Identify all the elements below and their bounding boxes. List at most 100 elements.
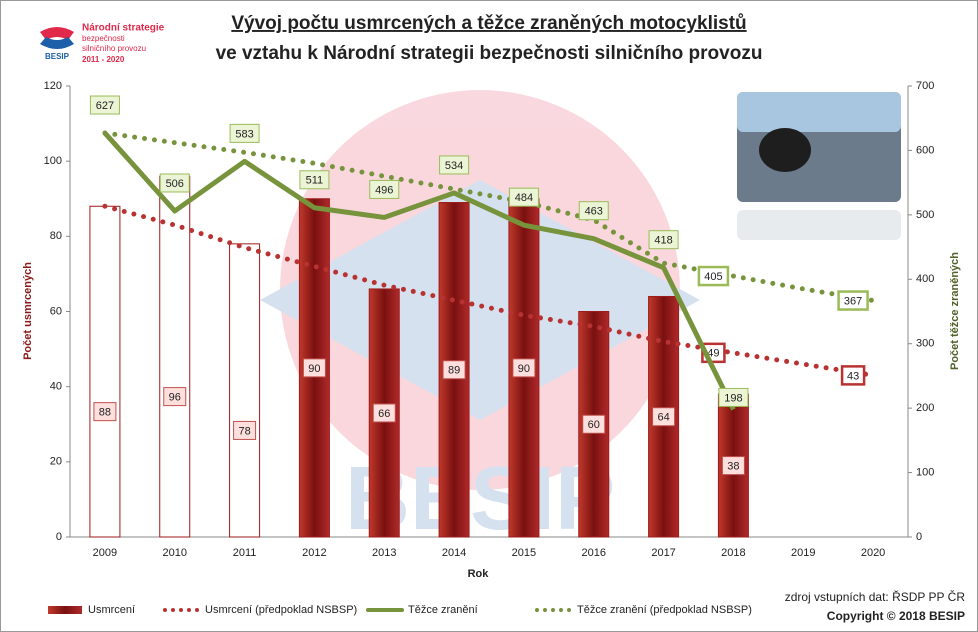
y2-tick-label: 400 <box>916 273 934 285</box>
data-label: 89 <box>448 365 460 377</box>
data-label: 60 <box>588 419 600 431</box>
data-label-box <box>697 265 730 287</box>
x-tick-label: 2018 <box>721 547 745 559</box>
y-axis-title: Počet usmrcených <box>22 262 34 360</box>
y-tick-label: 120 <box>44 80 62 92</box>
chart-title: Vývoj počtu usmrcených a těžce zraněných… <box>231 13 746 34</box>
data-label: 90 <box>518 363 530 375</box>
data-label-box <box>718 387 749 407</box>
data-label-box <box>840 365 866 386</box>
legend-label: Těžce zranění <box>408 604 478 616</box>
data-label-box <box>159 173 190 193</box>
bar <box>89 205 121 538</box>
legend-label: Usmrcení <box>88 604 135 616</box>
data-label: 78 <box>238 425 250 437</box>
data-label-box <box>508 187 539 207</box>
y2-tick-label: 500 <box>916 209 934 221</box>
line <box>103 131 736 411</box>
data-label: 43 <box>847 370 859 382</box>
copyright: Copyright © 2018 BESIP <box>827 609 965 623</box>
y-tick-label: 100 <box>44 155 62 167</box>
data-label-box <box>299 170 330 190</box>
data-label: 88 <box>99 407 111 419</box>
x-tick-label: 2015 <box>512 547 536 559</box>
data-label: 198 <box>724 392 742 404</box>
y-tick-label: 0 <box>56 531 62 543</box>
y2-tick-label: 700 <box>916 80 934 92</box>
data-label: 405 <box>704 271 722 283</box>
x-tick-label: 2014 <box>442 547 466 559</box>
x-tick-label: 2011 <box>233 547 257 559</box>
data-label: 511 <box>306 175 324 187</box>
x-tick-label: 2010 <box>163 547 187 559</box>
data-label-box <box>837 290 869 311</box>
data-label-box <box>721 456 745 476</box>
data-label: 96 <box>169 392 181 404</box>
bar <box>159 175 191 538</box>
data-label: 484 <box>515 192 533 204</box>
y-tick-label: 60 <box>50 305 62 317</box>
logo: Národní strategie bezpečnosti silničního… <box>40 23 165 64</box>
data-label-box <box>369 179 400 199</box>
data-label: 583 <box>235 128 253 140</box>
x-axis-title: Rok <box>468 568 490 580</box>
data-label: 38 <box>727 460 739 472</box>
data-label-box <box>582 414 606 434</box>
logo-text: 2011 - 2020 <box>82 55 125 64</box>
data-label: 418 <box>654 235 672 247</box>
data-label: 66 <box>378 408 390 420</box>
logo-text: silničního provozu <box>82 44 146 53</box>
y2-tick-label: 200 <box>916 402 934 414</box>
photo <box>737 92 901 240</box>
data-label: 496 <box>375 184 393 196</box>
y-tick-label: 40 <box>50 381 62 393</box>
logo-text: Národní strategie <box>82 23 165 34</box>
data-label-box <box>229 123 260 143</box>
x-tick-label: 2013 <box>372 547 396 559</box>
data-label: 64 <box>657 412 669 424</box>
data-label-box <box>648 230 679 250</box>
y2-tick-label: 100 <box>916 466 934 478</box>
dotted-line <box>102 130 876 304</box>
legend-swatch <box>48 606 82 614</box>
x-tick-label: 2012 <box>302 547 326 559</box>
chart-title: ve vztahu k Národní strategii bezpečnost… <box>216 43 763 64</box>
data-label-box <box>93 402 117 422</box>
logo-text: bezpečnosti <box>82 34 125 43</box>
data-label-box <box>512 358 536 378</box>
data-label-box <box>163 387 187 407</box>
data-label-box <box>233 420 257 440</box>
x-tick-label: 2017 <box>651 547 675 559</box>
y2-tick-label: 0 <box>916 531 922 543</box>
data-label: 534 <box>445 160 463 172</box>
x-tick-label: 2009 <box>93 547 117 559</box>
x-tick-label: 2020 <box>861 547 885 559</box>
data-label-box <box>578 201 609 221</box>
x-tick-label: 2016 <box>582 547 606 559</box>
data-label: 627 <box>96 100 114 112</box>
source: zdroj vstupních dat: ŘSDP PP ČR <box>785 589 966 604</box>
x-tick-label: 2019 <box>791 547 815 559</box>
y-tick-label: 20 <box>50 456 62 468</box>
y2-tick-label: 300 <box>916 338 934 350</box>
data-label: 367 <box>844 295 862 307</box>
data-label-box <box>439 155 470 175</box>
data-label: 49 <box>707 348 719 360</box>
data-label-box <box>89 95 120 115</box>
data-label: 506 <box>166 178 184 190</box>
data-label-box <box>652 407 676 427</box>
y2-tick-label: 600 <box>916 144 934 156</box>
data-label: 463 <box>585 206 603 218</box>
legend-label: Těžce zranění (předpoklad NSBSP) <box>577 604 752 616</box>
y-tick-label: 80 <box>50 230 62 242</box>
logo-text: BESIP <box>45 52 70 61</box>
legend-label: Usmrcení (předpoklad NSBSP) <box>205 604 357 616</box>
y2-axis-title: Počet těžce zraněných <box>949 252 961 370</box>
data-label-box <box>442 360 466 380</box>
dotted-line <box>102 203 876 378</box>
data-label: 90 <box>308 363 320 375</box>
bar <box>229 243 261 538</box>
data-label-box <box>302 358 326 378</box>
data-label-box <box>372 403 396 423</box>
